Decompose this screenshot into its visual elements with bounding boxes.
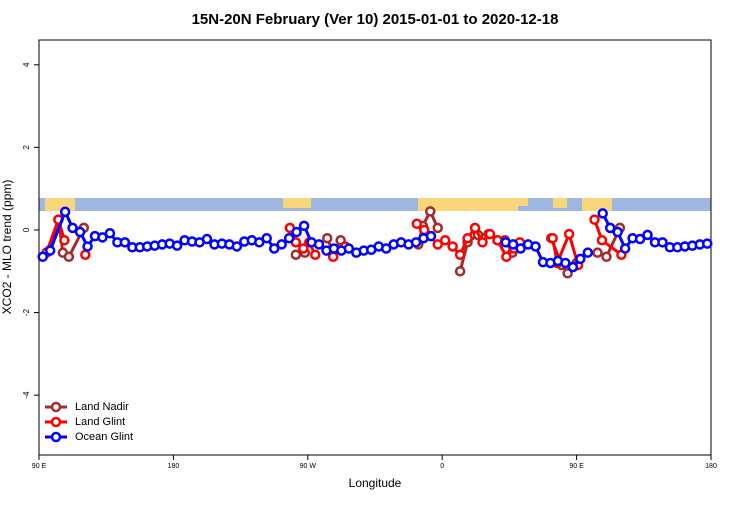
data-point — [82, 241, 93, 252]
x-tick-label: 90 E — [32, 463, 47, 470]
x-tick-label: 90 E — [569, 463, 584, 470]
y-tick-label: -2 — [22, 308, 31, 316]
data-point — [425, 230, 437, 242]
data-point — [507, 239, 519, 250]
data-point — [59, 206, 71, 218]
data-point — [298, 220, 310, 232]
x-tick-label: 90 W — [300, 463, 317, 470]
data-point — [432, 222, 443, 234]
data-point — [432, 239, 443, 250]
data-point — [63, 251, 75, 263]
y-tick-label: 2 — [22, 145, 31, 150]
data-point — [530, 241, 541, 252]
data-point — [619, 243, 631, 254]
legend-marker — [50, 416, 62, 428]
x-axis-label: Longitude — [349, 476, 402, 490]
data-point — [80, 249, 91, 260]
data-point — [634, 233, 646, 245]
data-point — [592, 247, 603, 258]
data-point — [425, 206, 436, 217]
data-point — [447, 241, 458, 252]
data-point — [515, 243, 526, 254]
data-point — [575, 253, 586, 265]
data-point — [454, 249, 466, 260]
data-point — [484, 228, 496, 240]
data-point — [119, 237, 131, 248]
data-point — [321, 232, 333, 244]
data-point — [380, 243, 392, 254]
legend-label: Land Glint — [75, 416, 125, 428]
data-point — [171, 240, 183, 251]
data-point — [582, 247, 594, 258]
y-tick-label: 4 — [22, 62, 31, 67]
data-point — [44, 245, 56, 256]
x-tick-label: 0 — [440, 463, 444, 470]
data-point — [702, 238, 713, 249]
data-point — [657, 237, 668, 248]
data-point — [596, 235, 608, 246]
data-point — [231, 241, 243, 252]
plot-frame — [38, 39, 712, 456]
data-point — [601, 251, 612, 263]
data-point — [562, 268, 573, 279]
y-tick-label: -4 — [22, 391, 31, 399]
data-point — [642, 229, 653, 241]
legend-marker — [50, 431, 62, 443]
data-point — [59, 235, 70, 246]
data-point — [477, 237, 488, 248]
data-point — [310, 249, 321, 260]
data-point — [560, 257, 571, 269]
data-point — [462, 232, 473, 244]
data-point — [547, 232, 558, 244]
data-point — [201, 233, 213, 245]
data-point — [492, 235, 503, 246]
legend-label: Land Nadir — [75, 401, 129, 413]
legend-label: Ocean Glint — [75, 431, 133, 443]
data-point — [74, 226, 86, 238]
map-strip — [39, 198, 711, 211]
data-point — [290, 249, 302, 260]
data-point — [410, 237, 422, 248]
y-tick-label: 0 — [22, 227, 31, 232]
data-point — [589, 214, 600, 225]
data-point — [67, 222, 78, 234]
data-point — [411, 218, 423, 230]
data-point — [612, 226, 623, 238]
data-point — [501, 251, 512, 263]
data-point — [261, 232, 272, 244]
data-point — [268, 243, 280, 254]
x-tick-label: 180 — [168, 463, 180, 470]
y-axis-label: XCO2 - MLO trend (ppm) — [0, 180, 14, 315]
data-point — [567, 261, 579, 273]
chart-title: 15N-20N February (Ver 10) 2015-01-01 to … — [192, 11, 559, 28]
legend-marker — [50, 401, 62, 413]
data-point — [291, 226, 302, 238]
data-point — [439, 235, 451, 246]
data-point — [563, 228, 575, 240]
data-point — [104, 228, 116, 239]
data-point — [283, 232, 295, 244]
data-point — [469, 222, 481, 234]
data-point — [343, 243, 355, 254]
data-point — [597, 208, 608, 219]
data-point — [254, 237, 265, 248]
data-point — [298, 243, 309, 254]
data-point — [604, 222, 616, 234]
data-point — [313, 239, 325, 250]
data-point — [454, 265, 466, 277]
x-tick-label: 180 — [705, 463, 717, 470]
data-point — [97, 232, 108, 243]
data-point — [276, 239, 287, 250]
data-point — [37, 251, 48, 263]
